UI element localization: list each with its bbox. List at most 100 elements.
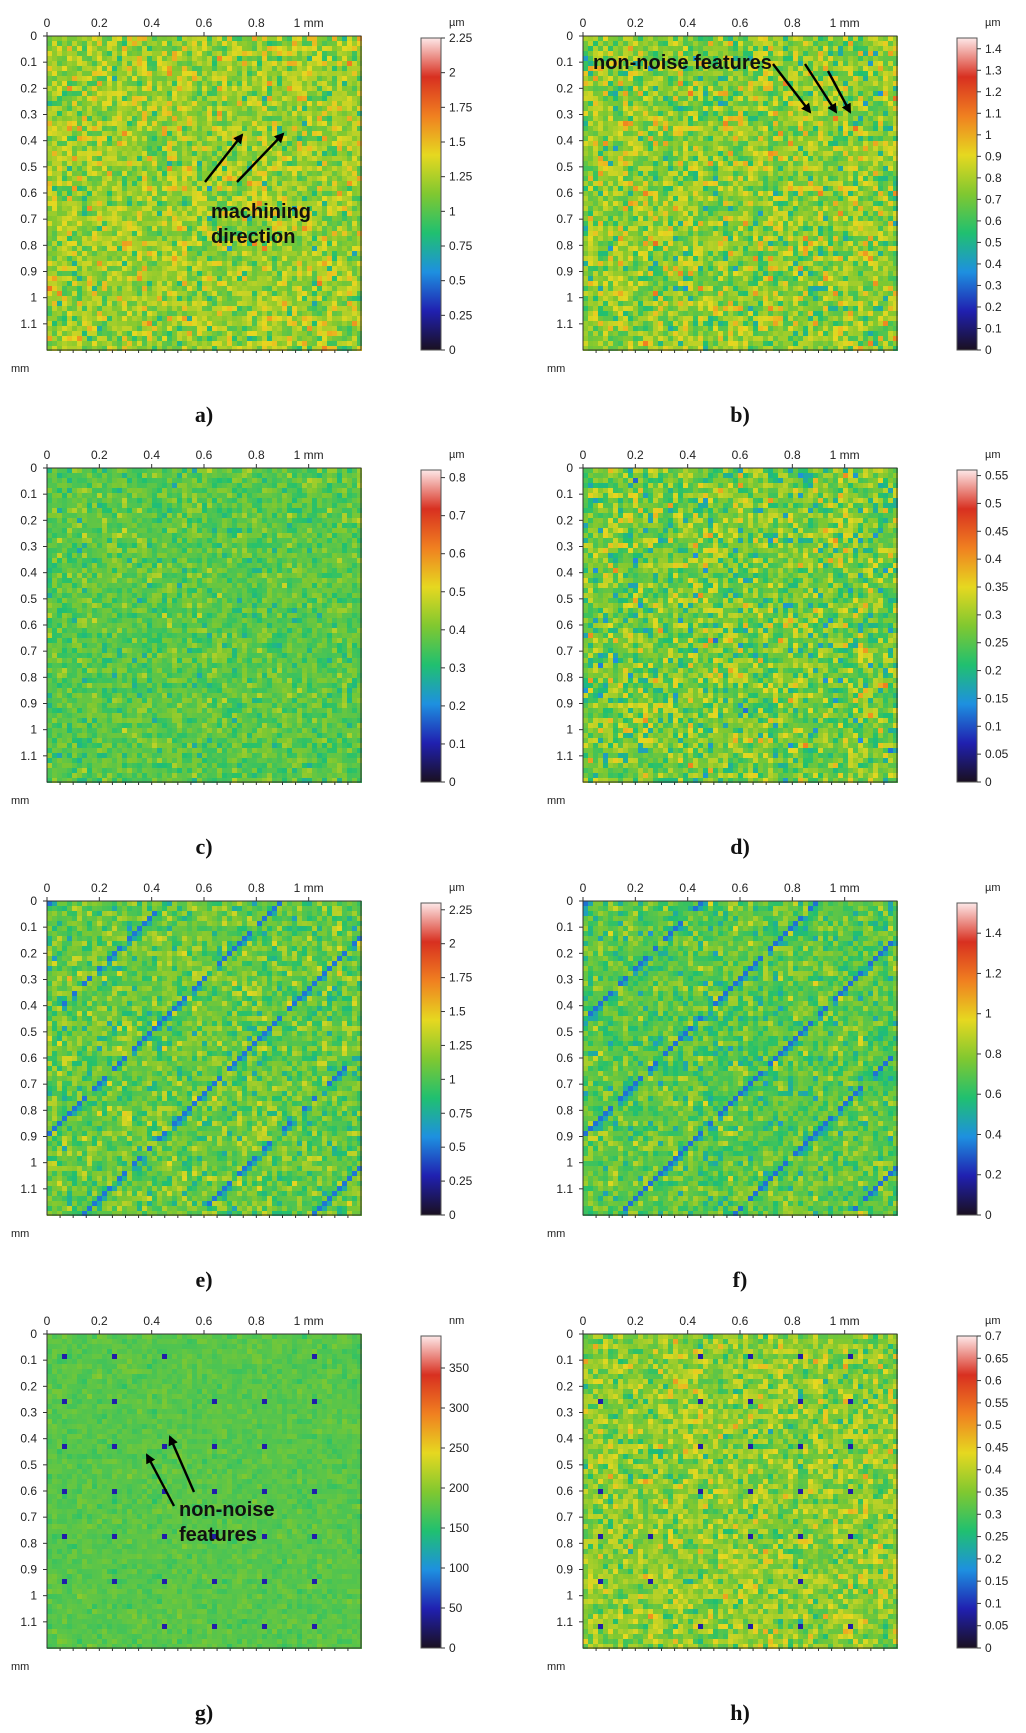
- heatmap-cell: [332, 116, 337, 121]
- heatmap-cell: [82, 206, 87, 211]
- heatmap-cell: [182, 86, 187, 91]
- heatmap-cell: [302, 301, 307, 306]
- heatmap-cell: [92, 226, 97, 231]
- heatmap-cell: [297, 141, 302, 146]
- heatmap-cell: [177, 56, 182, 61]
- heatmap-cell: [57, 206, 62, 211]
- heatmap-cell: [107, 121, 112, 126]
- heatmap-cell: [247, 266, 252, 271]
- heatmap-cell: [698, 46, 703, 51]
- heatmap-cell: [257, 56, 262, 61]
- heatmap-cell: [72, 181, 77, 186]
- heatmap-cell: [352, 321, 357, 326]
- heatmap-cell: [337, 291, 342, 296]
- heatmap-cell: [793, 101, 798, 106]
- heatmap-cell: [858, 91, 863, 96]
- heatmap-cell: [883, 101, 888, 106]
- heatmap-cell: [222, 71, 227, 76]
- heatmap-cell: [122, 191, 127, 196]
- heatmap-cell: [52, 106, 57, 111]
- heatmap-cell: [107, 186, 112, 191]
- heatmap-cell: [52, 246, 57, 251]
- heatmap-cell: [272, 131, 277, 136]
- heatmap-cell: [192, 181, 197, 186]
- heatmap-cell: [102, 251, 107, 256]
- heatmap-cell: [683, 41, 688, 46]
- heatmap-cell: [157, 151, 162, 156]
- heatmap-cell: [613, 76, 618, 81]
- heatmap-cell: [62, 101, 67, 106]
- heatmap-cell: [202, 341, 207, 346]
- heatmap-cell: [177, 161, 182, 166]
- heatmap-cell: [302, 271, 307, 276]
- heatmap-cell: [237, 66, 242, 71]
- heatmap-cell: [287, 46, 292, 51]
- heatmap-cell: [327, 86, 332, 91]
- heatmap-cell: [107, 36, 112, 41]
- heatmap-cell: [653, 101, 658, 106]
- heatmap-cell: [352, 81, 357, 86]
- heatmap-cell: [92, 266, 97, 271]
- heatmap-cell: [142, 301, 147, 306]
- heatmap-cell: [162, 331, 167, 336]
- heatmap-cell: [87, 76, 92, 81]
- heatmap-cell: [107, 156, 112, 161]
- heatmap-cell: [307, 236, 312, 241]
- heatmap-cell: [197, 91, 202, 96]
- heatmap-cell: [232, 316, 237, 321]
- heatmap-cell: [202, 286, 207, 291]
- heatmap-cell: [267, 266, 272, 271]
- heatmap-cell: [52, 181, 57, 186]
- heatmap-cell: [187, 256, 192, 261]
- heatmap-cell: [107, 71, 112, 76]
- heatmap-cell: [623, 86, 628, 91]
- heatmap-cell: [192, 236, 197, 241]
- heatmap-cell: [142, 196, 147, 201]
- heatmap-cell: [257, 136, 262, 141]
- heatmap-cell: [192, 71, 197, 76]
- heatmap-cell: [217, 36, 222, 41]
- heatmap-cell: [97, 236, 102, 241]
- heatmap-cell: [312, 116, 317, 121]
- heatmap-cell: [312, 236, 317, 241]
- heatmap-cell: [97, 186, 102, 191]
- heatmap-cell: [828, 51, 833, 56]
- heatmap-cell: [92, 71, 97, 76]
- heatmap-cell: [317, 76, 322, 81]
- heatmap-cell: [848, 36, 853, 41]
- heatmap-cell: [888, 86, 893, 91]
- heatmap-cell: [227, 36, 232, 41]
- heatmap-cell: [352, 136, 357, 141]
- heatmap-cell: [192, 111, 197, 116]
- heatmap-cell: [47, 266, 52, 271]
- heatmap-cell: [277, 301, 282, 306]
- heatmap-cell: [52, 191, 57, 196]
- heatmap-cell: [658, 81, 663, 86]
- heatmap-cell: [873, 96, 878, 101]
- heatmap-cell: [97, 146, 102, 151]
- heatmap-cell: [227, 311, 232, 316]
- heatmap-cell: [92, 291, 97, 296]
- heatmap-cell: [207, 331, 212, 336]
- heatmap-cell: [167, 41, 172, 46]
- heatmap-cell: [97, 256, 102, 261]
- heatmap-cell: [272, 111, 277, 116]
- heatmap-cell: [272, 126, 277, 131]
- heatmap-cell: [47, 141, 52, 146]
- heatmap-cell: [117, 56, 122, 61]
- heatmap-cell: [162, 341, 167, 346]
- heatmap-cell: [142, 276, 147, 281]
- heatmap-cell: [833, 46, 838, 51]
- heatmap-cell: [107, 91, 112, 96]
- heatmap-cell: [162, 261, 167, 266]
- heatmap-cell: [117, 66, 122, 71]
- heatmap-cell: [197, 331, 202, 336]
- heatmap-cell: [162, 131, 167, 136]
- heatmap-cell: [212, 286, 217, 291]
- heatmap-cell: [292, 266, 297, 271]
- heatmap-cell: [207, 96, 212, 101]
- heatmap-cell: [297, 276, 302, 281]
- heatmap-cell: [72, 46, 77, 51]
- x-tick-label: 0.6: [196, 16, 213, 30]
- heatmap-cell: [337, 306, 342, 311]
